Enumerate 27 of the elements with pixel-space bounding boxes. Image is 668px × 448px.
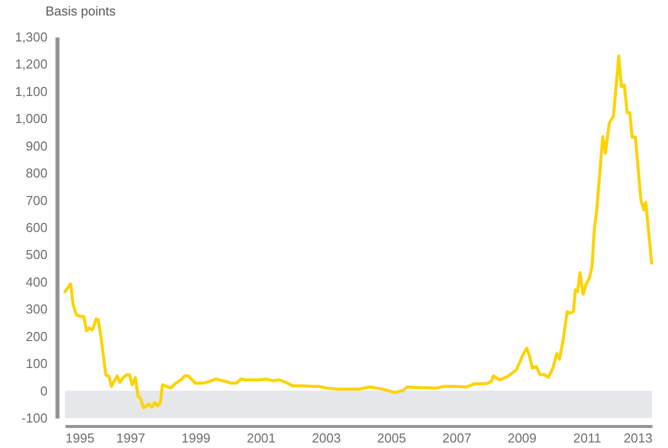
y-tick-label: 100: [26, 356, 48, 372]
x-tick-label: 2001: [246, 430, 276, 446]
x-tick-label: 2013: [624, 430, 652, 446]
y-tick-label: 1,000: [14, 111, 48, 126]
y-tick-label: 700: [26, 192, 48, 208]
y-tick-label: 200: [26, 328, 48, 344]
y-axis-title: Basis points: [46, 4, 116, 18]
y-tick-label: 800: [26, 166, 48, 181]
y-tick-label: 500: [26, 247, 48, 262]
y-tick-label: 1,100: [14, 84, 48, 99]
x-tick-label: 2005: [377, 430, 406, 446]
y-tick-label: 0: [40, 383, 48, 398]
y-tick-label: -100: [21, 410, 48, 426]
x-tick-label: 2011: [573, 430, 602, 446]
y-tick-label: 1,200: [14, 56, 48, 72]
x-tick-label: 1999: [181, 430, 210, 446]
line-series: [64, 54, 654, 410]
y-tick-label: 400: [26, 274, 48, 290]
y-tick-label: 1,300: [14, 30, 48, 44]
y-tick-label: 300: [26, 302, 48, 317]
x-tick-label: 2003: [312, 430, 341, 446]
x-tick-label: 2009: [508, 430, 537, 446]
y-tick-label: 600: [26, 220, 48, 235]
x-tick-label: 2007: [442, 430, 472, 446]
x-tick-label: 1995: [66, 430, 94, 446]
x-tick-label: 1997: [116, 430, 146, 446]
y-tick-label: 900: [26, 138, 48, 154]
